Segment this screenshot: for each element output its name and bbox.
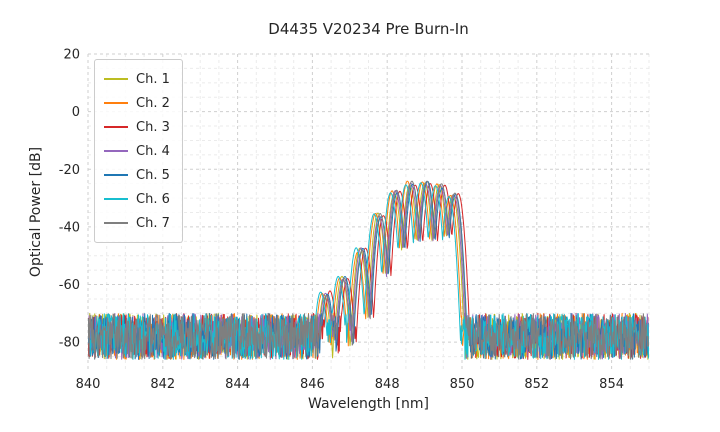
legend-line-sample (104, 198, 128, 200)
legend-label: Ch. 7 (136, 215, 170, 231)
chart-title: D4435 V20234 Pre Burn-In (268, 20, 469, 38)
legend-label: Ch. 4 (136, 143, 170, 159)
y-tick-label: 0 (72, 105, 80, 120)
legend-item-ch-7: Ch. 7 (104, 211, 170, 235)
legend-item-ch-6: Ch. 6 (104, 187, 170, 211)
legend-line-sample (104, 222, 128, 224)
legend-item-ch-4: Ch. 4 (104, 139, 170, 163)
y-tick-label: 20 (63, 48, 80, 63)
x-tick-label: 840 (76, 377, 101, 392)
legend-line-sample (104, 78, 128, 80)
x-tick-label: 852 (524, 377, 549, 392)
y-tick-label: -40 (59, 220, 80, 235)
legend-line-sample (104, 102, 128, 104)
legend-item-ch-5: Ch. 5 (104, 163, 170, 187)
x-tick-label: 844 (225, 377, 250, 392)
legend-item-ch-3: Ch. 3 (104, 115, 170, 139)
x-axis-label: Wavelength [nm] (308, 396, 429, 412)
legend-line-sample (104, 126, 128, 128)
x-tick-label: 848 (375, 377, 400, 392)
legend-label: Ch. 2 (136, 95, 170, 111)
x-tick-label: 846 (300, 377, 325, 392)
y-tick-label: -20 (59, 163, 80, 178)
legend-label: Ch. 6 (136, 191, 170, 207)
y-tick-label: -80 (59, 336, 80, 351)
legend-label: Ch. 1 (136, 71, 170, 87)
legend-line-sample (104, 150, 128, 152)
legend-item-ch-2: Ch. 2 (104, 91, 170, 115)
legend: Ch. 1 Ch. 2 Ch. 3 Ch. 4 Ch. 5 Ch. 6 Ch. 7 (94, 59, 183, 243)
y-axis-label: Optical Power [dB] (28, 146, 44, 278)
series-line-ch-7 (88, 180, 649, 360)
legend-item-ch-1: Ch. 1 (104, 67, 170, 91)
x-tick-label: 842 (150, 377, 175, 392)
legend-label: Ch. 5 (136, 167, 170, 183)
legend-label: Ch. 3 (136, 119, 170, 135)
legend-line-sample (104, 174, 128, 176)
y-tick-label: -60 (59, 278, 80, 293)
x-tick-label: 850 (450, 377, 475, 392)
x-tick-label: 854 (599, 377, 624, 392)
